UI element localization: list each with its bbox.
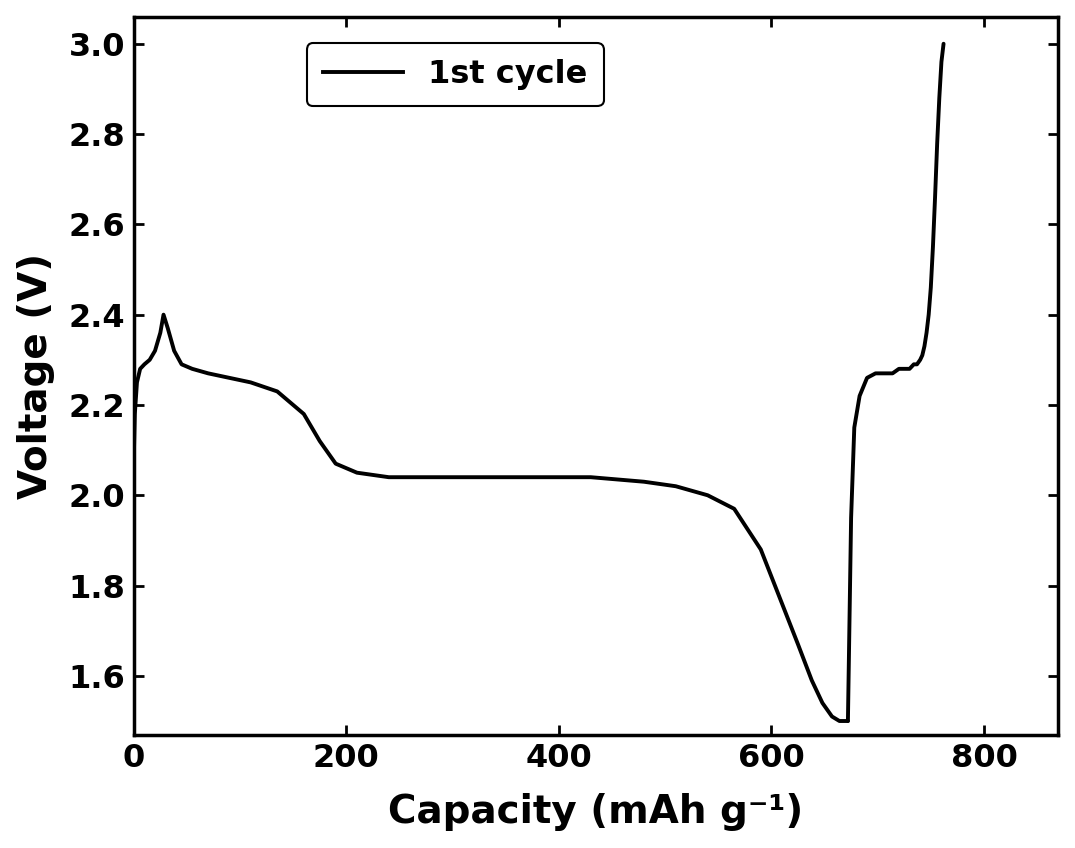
Y-axis label: Voltage (V): Voltage (V) (17, 253, 55, 499)
X-axis label: Capacity (mAh g⁻¹): Capacity (mAh g⁻¹) (388, 794, 804, 831)
Legend: 1st cycle: 1st cycle (307, 43, 603, 106)
